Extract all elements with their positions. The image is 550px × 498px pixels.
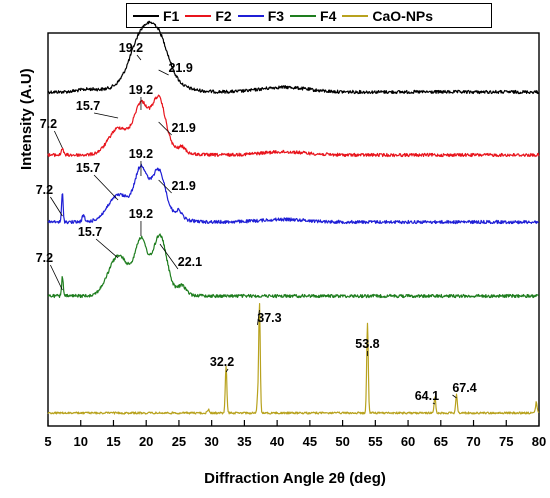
legend-swatch (133, 14, 159, 17)
x-tick-label: 60 (401, 434, 415, 449)
peak-label: 19.2 (119, 41, 143, 55)
x-tick-label: 75 (499, 434, 513, 449)
peak-label: 15.7 (76, 99, 100, 113)
legend: F1 F2 F3 F4 CaO-NPs (126, 3, 492, 28)
peak-label: 15.7 (78, 225, 102, 239)
peak-label: 22.1 (178, 255, 202, 269)
legend-swatch (185, 14, 212, 17)
x-tick-label: 35 (237, 434, 251, 449)
peak-label: 21.9 (168, 61, 192, 75)
legend-swatch (290, 14, 317, 17)
series-line-f3 (47, 163, 539, 225)
legend-item-f3: F3 (237, 7, 285, 24)
x-tick-label: 10 (73, 434, 87, 449)
y-axis-title: Intensity (A.U) (18, 68, 35, 170)
x-axis-title: Diffraction Angle 2θ (deg) (204, 470, 386, 487)
peak-pointer (159, 243, 179, 270)
legend-item-cao-nps: CaO-NPs (342, 8, 433, 24)
peak-label: 19.2 (129, 207, 153, 221)
legend-item-f2: F2 (185, 7, 232, 24)
peak-label: 15.7 (76, 161, 100, 175)
x-tick-label: 50 (335, 434, 349, 449)
peak-pointer (54, 130, 63, 149)
legend-label: F2 (215, 7, 232, 24)
peak-pointer (257, 309, 260, 326)
x-tick-label: 40 (270, 434, 284, 449)
peak-label: 67.4 (452, 381, 476, 395)
peak-pointer (452, 394, 457, 399)
peak-pointer (93, 174, 119, 201)
legend-label: F4 (320, 7, 337, 24)
x-tick-label: 80 (532, 434, 546, 449)
plot-frame (47, 32, 540, 427)
x-tick-label: 65 (434, 434, 448, 449)
peak-label: 64.1 (415, 389, 439, 403)
peak-label: 21.9 (171, 121, 195, 135)
peak-pointer (50, 264, 63, 291)
peak-pointer (158, 179, 172, 194)
x-tick-label: 5 (44, 434, 51, 449)
peak-label: 7.2 (36, 183, 53, 197)
x-tick-label: 55 (368, 434, 382, 449)
peak-pointer (95, 238, 119, 259)
legend-swatch (342, 14, 369, 17)
peak-pointer (93, 112, 119, 119)
peak-pointer (136, 54, 142, 61)
peak-label: 53.8 (355, 337, 379, 351)
legend-item-f1: F1 (133, 8, 179, 24)
legend-item-f4: F4 (290, 8, 336, 24)
peak-label: 32.2 (210, 355, 234, 369)
series-line-f1 (47, 20, 540, 95)
peak-pointer (432, 402, 436, 405)
x-tick-label: 25 (172, 434, 186, 449)
legend-label: F1 (163, 7, 180, 24)
legend-label: CaO-NPs (372, 7, 434, 24)
x-tick-label: 70 (466, 434, 480, 449)
series-line-cao-nps (47, 302, 540, 415)
peak-label: 7.2 (40, 117, 57, 131)
x-tick-label: 20 (139, 434, 153, 449)
series-line-f2 (47, 94, 540, 158)
x-tick-label: 30 (204, 434, 218, 449)
peak-label: 21.9 (171, 179, 195, 193)
legend-label: F3 (267, 7, 285, 24)
peak-pointer (158, 121, 172, 136)
peak-label: 7.2 (36, 251, 53, 265)
peak-label: 19.2 (129, 83, 153, 97)
peak-pointer (50, 196, 63, 217)
legend-swatch (237, 14, 264, 17)
x-tick-label: 45 (303, 434, 317, 449)
series-line-f4 (47, 233, 539, 299)
peak-label: 37.3 (257, 311, 281, 325)
x-tick-label: 15 (106, 434, 120, 449)
peak-label: 19.2 (129, 147, 153, 161)
peak-pointer (225, 368, 229, 373)
peak-pointer (158, 69, 169, 76)
